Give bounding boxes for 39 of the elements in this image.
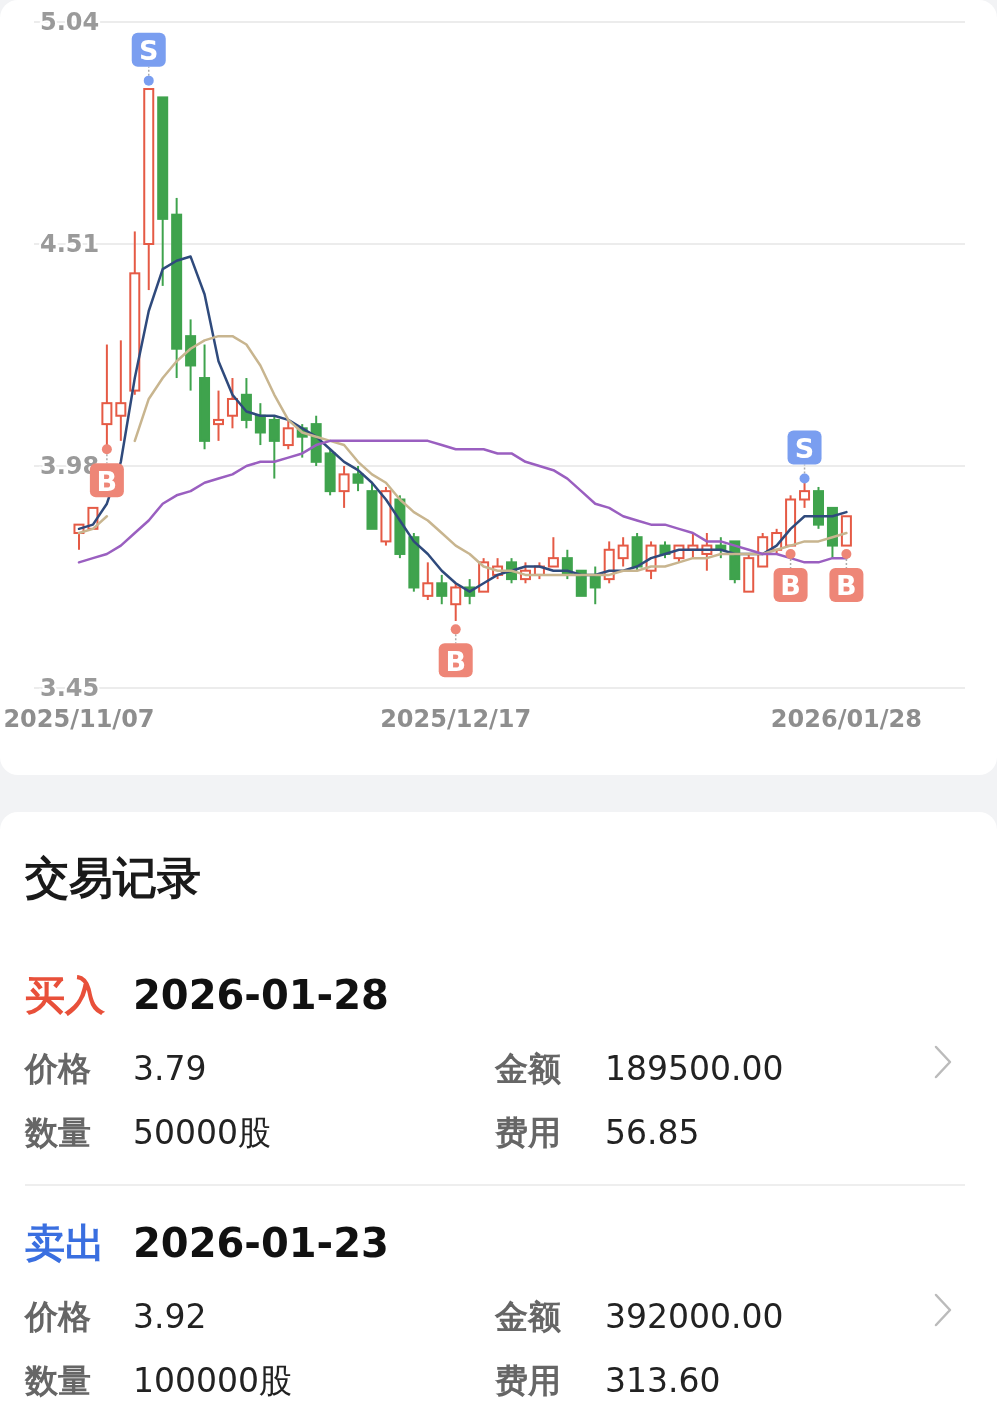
text: 金额	[494, 1296, 561, 1336]
x-tick-label: 2026/01/28	[770, 705, 922, 733]
text: S	[794, 433, 815, 465]
text: 2026-01-23	[133, 1220, 389, 1266]
point	[450, 624, 461, 635]
text: 392000.00	[605, 1296, 784, 1336]
text: 56.85	[605, 1112, 700, 1152]
text: 费用	[494, 1360, 561, 1400]
point	[799, 473, 810, 484]
text: 数量	[24, 1360, 91, 1400]
text: B	[445, 645, 467, 677]
text: 金额	[494, 1048, 561, 1088]
x-tick-label: 2025/11/07	[3, 705, 155, 733]
text: 3.79	[133, 1048, 207, 1088]
y-tick-label: 4.51	[40, 230, 100, 258]
text: 189500.00	[605, 1048, 784, 1088]
text: 价格	[23, 1296, 91, 1336]
text: B	[96, 465, 118, 497]
text: 费用	[494, 1112, 561, 1152]
point	[101, 444, 112, 455]
legend-label: B	[836, 570, 857, 602]
text: 卖出	[25, 1220, 105, 1266]
text: 价格	[23, 1048, 91, 1088]
point	[785, 548, 796, 559]
text: 50000股	[133, 1112, 271, 1152]
point	[143, 75, 154, 86]
text: 买入	[25, 972, 106, 1018]
series-label: S	[139, 35, 159, 67]
text: 数量	[24, 1112, 91, 1152]
text: 交易记录	[24, 851, 201, 903]
y-tick-label: 3.45	[40, 674, 100, 702]
y-tick-label: 5.04	[40, 8, 100, 36]
text: 3.92	[133, 1296, 207, 1336]
text: 313.60	[605, 1360, 721, 1400]
point	[841, 548, 852, 559]
text: 2026-01-28	[133, 972, 389, 1018]
text: B	[780, 570, 801, 602]
text: 100000股	[133, 1360, 292, 1400]
x-tick-label: 2025/12/17	[380, 705, 532, 733]
